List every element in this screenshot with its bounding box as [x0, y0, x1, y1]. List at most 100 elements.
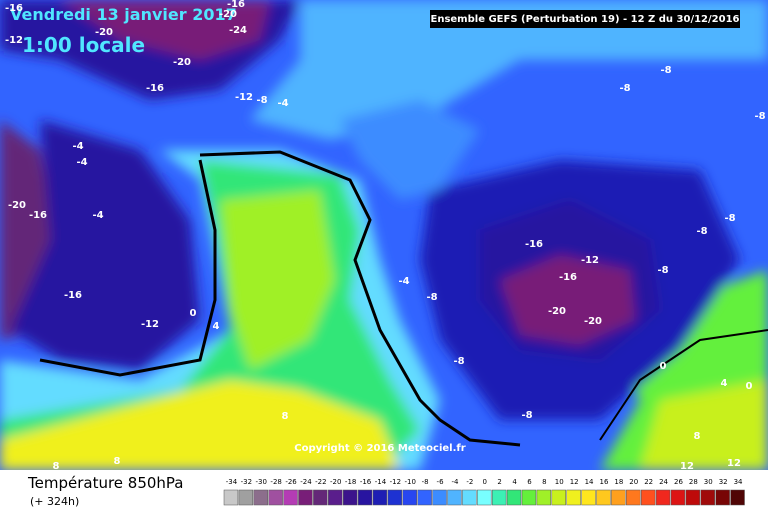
contour-label: -8: [657, 265, 668, 276]
scale-label: 18: [614, 478, 623, 486]
scale-swatch: [640, 489, 656, 506]
contour-label: 0: [190, 308, 197, 319]
contour-label: -8: [521, 410, 532, 421]
run-box: [430, 10, 740, 28]
scale-label: 24: [659, 478, 668, 486]
scale-label: -2: [466, 478, 473, 486]
scale-swatch: [313, 489, 328, 506]
scale-swatch: [715, 489, 730, 506]
scale-label: 14: [585, 478, 594, 486]
scale-label: -16: [360, 478, 372, 486]
contour-label: -16: [146, 83, 164, 94]
run-info: Ensemble GEFS (Perturbation 19) - 12 Z d…: [431, 14, 740, 25]
legend-title: Température 850hPa: [27, 474, 184, 492]
contour-label: -8: [754, 111, 765, 122]
scale-swatch: [506, 489, 522, 506]
scale-label: -26: [285, 478, 297, 486]
scale-swatch: [357, 489, 373, 506]
contour-label: -4: [76, 157, 87, 168]
forecast-date: Vendredi 13 janvier 2017: [10, 5, 237, 24]
contour-label: -20: [173, 57, 191, 68]
scale-label: -12: [390, 478, 401, 486]
contour-label: -16: [525, 239, 543, 250]
scale-label: 8: [542, 478, 546, 486]
contour-label: -16: [227, 0, 245, 10]
contour-label: -8: [724, 213, 735, 224]
scale-swatch: [462, 489, 477, 506]
contour-label: 8: [694, 431, 701, 442]
scale-swatch: [372, 489, 388, 506]
scale-swatch: [685, 489, 701, 506]
scale-label: -4: [451, 478, 459, 486]
scale-swatch: [596, 489, 611, 506]
scale-swatch: [268, 489, 283, 506]
map-field: [0, 0, 768, 470]
scale-label: 4: [512, 478, 517, 486]
scale-swatch: [402, 489, 417, 506]
contour-label: -4: [72, 141, 83, 152]
scale-label: 20: [629, 478, 638, 486]
contour-label: 4: [213, 321, 220, 332]
forecast-time: 1:00 locale: [22, 33, 145, 57]
scale-label: 0: [483, 478, 487, 486]
scale-swatch: [491, 489, 507, 506]
contour-label: -12: [581, 255, 599, 266]
scale-label: -10: [405, 478, 416, 486]
scale-swatch: [551, 489, 566, 506]
contour-label: 8: [114, 456, 121, 467]
scale-swatch: [700, 489, 715, 506]
lead-time: (+ 324h): [30, 495, 79, 508]
contour-labels: -16 -16-20-20-12-24-20-16-12 -8 -4-8-8-8-4-…: [5, 0, 766, 472]
contour-label: -24: [229, 25, 247, 36]
contour-label: -20: [8, 200, 26, 211]
scale-label: 26: [674, 478, 683, 486]
scale-label: 32: [719, 478, 728, 486]
contour-label: -4: [277, 98, 288, 109]
scale-swatch: [655, 489, 671, 506]
scale-label: -34: [226, 478, 238, 486]
scale-label: -30: [256, 478, 267, 486]
scale-label: -32: [241, 478, 252, 486]
scale-swatch: [566, 489, 581, 506]
contour-label: 8: [282, 411, 289, 422]
contour-label: 12: [680, 461, 694, 472]
scale-label: -14: [375, 478, 387, 486]
scale-label: -20: [330, 478, 341, 486]
contour-label: -12: [235, 92, 253, 103]
contour-label: -16: [5, 3, 23, 14]
contour-label: -4: [92, 210, 103, 221]
scale-label: 16: [599, 478, 608, 486]
scale-swatch: [626, 489, 641, 506]
scale-label: 12: [570, 478, 579, 486]
scale-swatch: [611, 489, 626, 506]
scale-swatch: [238, 489, 254, 506]
scale-label: 34: [734, 478, 743, 486]
contour-label: 12: [727, 458, 741, 469]
scale-swatch: [477, 489, 492, 506]
scale-swatch: [223, 489, 239, 506]
scale-label: -18: [345, 478, 356, 486]
contour-label: -8: [453, 356, 464, 367]
scale-swatch: [298, 489, 313, 506]
color-scale: -34 -32 -30 -28 -26 -2 4 -22 -20 -18 -16 -14 -12 -10 -…: [223, 478, 745, 506]
scale-swatch: [447, 489, 462, 506]
scale-swatch: [536, 489, 552, 506]
scale-swatch: [581, 489, 596, 506]
copyright: Copyright © 2016 Meteociel.fr: [294, 443, 465, 454]
contour-label: -8: [426, 292, 437, 303]
scale-swatch: [387, 489, 403, 506]
scale-label: 2: [497, 478, 501, 486]
scale-label: 28: [689, 478, 698, 486]
contour-label: -4: [398, 276, 409, 287]
contour-label: -12: [141, 319, 159, 330]
scale-label: 30: [704, 478, 713, 486]
scale-swatch: [342, 489, 358, 506]
contour-label: 0: [660, 361, 667, 372]
contour-label: -8: [696, 226, 707, 237]
scale-label: -6: [437, 478, 445, 486]
contour-label: -8: [619, 83, 630, 94]
scale-swatch: [417, 489, 432, 506]
scale-label: -22: [315, 478, 326, 486]
scale-label: -28: [270, 478, 281, 486]
